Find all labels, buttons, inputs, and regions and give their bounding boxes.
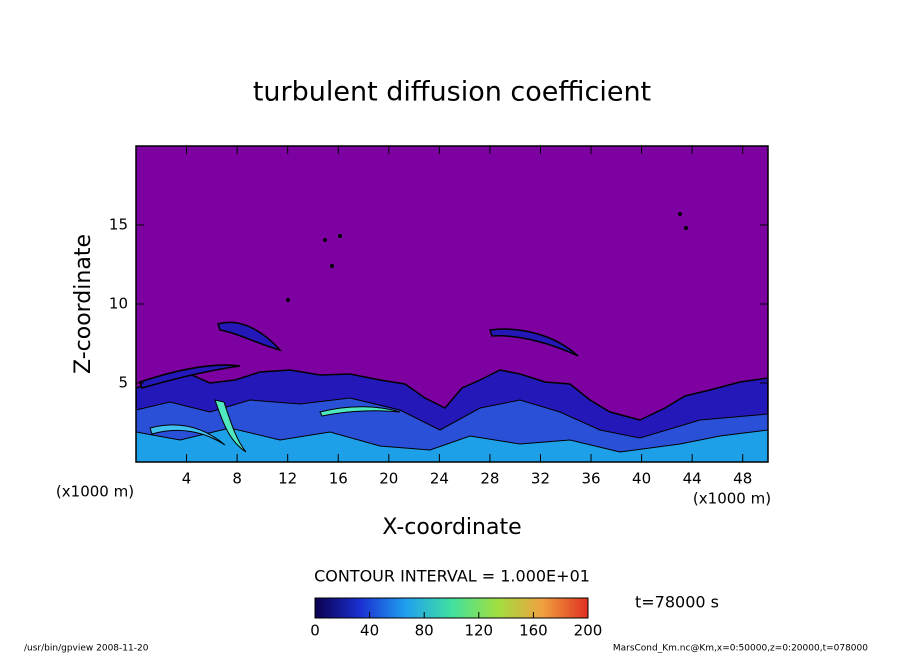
x-tick-label: 24	[430, 470, 449, 488]
contour-speck	[330, 264, 334, 268]
chart-title: turbulent diffusion coefficient	[253, 77, 651, 108]
y-unit: (x1000 m)	[56, 483, 134, 501]
colorbar-tick-label: 80	[415, 622, 434, 640]
contour-speck	[286, 298, 290, 302]
colorbar-tick-label: 40	[360, 622, 379, 640]
y-axis-label: Z-coordinate	[71, 234, 96, 374]
contour-patch	[149, 424, 226, 446]
x-tick-label: 28	[480, 470, 499, 488]
contour-patch	[214, 399, 247, 453]
colorbar-tick-label: 120	[464, 622, 493, 640]
contour-band	[136, 427, 768, 462]
footer-right: MarsCond_Km.nc@Km,x=0:50000,z=0:20000,t=…	[613, 644, 868, 654]
contour-speck	[338, 234, 342, 238]
x-tick-label: 44	[683, 470, 702, 488]
x-tick-label: 16	[329, 470, 348, 488]
x-axis-label: X-coordinate	[382, 515, 521, 540]
time-label: t=78000 s	[635, 593, 719, 612]
colorbar-tick-label: 200	[574, 622, 603, 640]
x-tick-label: 36	[581, 470, 600, 488]
y-tick-label: 15	[109, 216, 128, 234]
colorbar-tick-label: 160	[519, 622, 548, 640]
contour-speck	[684, 226, 688, 230]
x-tick-label: 40	[632, 470, 651, 488]
contour-interval: CONTOUR INTERVAL = 1.000E+01	[314, 567, 590, 586]
contour-patch	[217, 321, 283, 352]
x-unit: (x1000 m)	[693, 490, 771, 508]
footer-left: /usr/bin/gpview 2008-11-20	[24, 644, 149, 654]
contour-speck	[678, 212, 682, 216]
colorbar	[314, 597, 589, 619]
x-tick-label: 4	[182, 470, 192, 488]
contour-field	[136, 212, 768, 462]
x-tick-label: 12	[278, 470, 297, 488]
y-tick-label: 5	[118, 374, 128, 392]
contour-speck	[323, 238, 327, 242]
x-tick-label: 32	[531, 470, 550, 488]
colorbar-tick-label: 0	[310, 622, 320, 640]
y-tick-label: 10	[109, 295, 128, 313]
x-tick-label: 8	[232, 470, 242, 488]
x-tick-label: 48	[733, 470, 752, 488]
contour-patch	[489, 328, 579, 357]
contour-patch	[319, 406, 401, 417]
x-tick-label: 20	[379, 470, 398, 488]
contour-patch	[139, 364, 241, 389]
